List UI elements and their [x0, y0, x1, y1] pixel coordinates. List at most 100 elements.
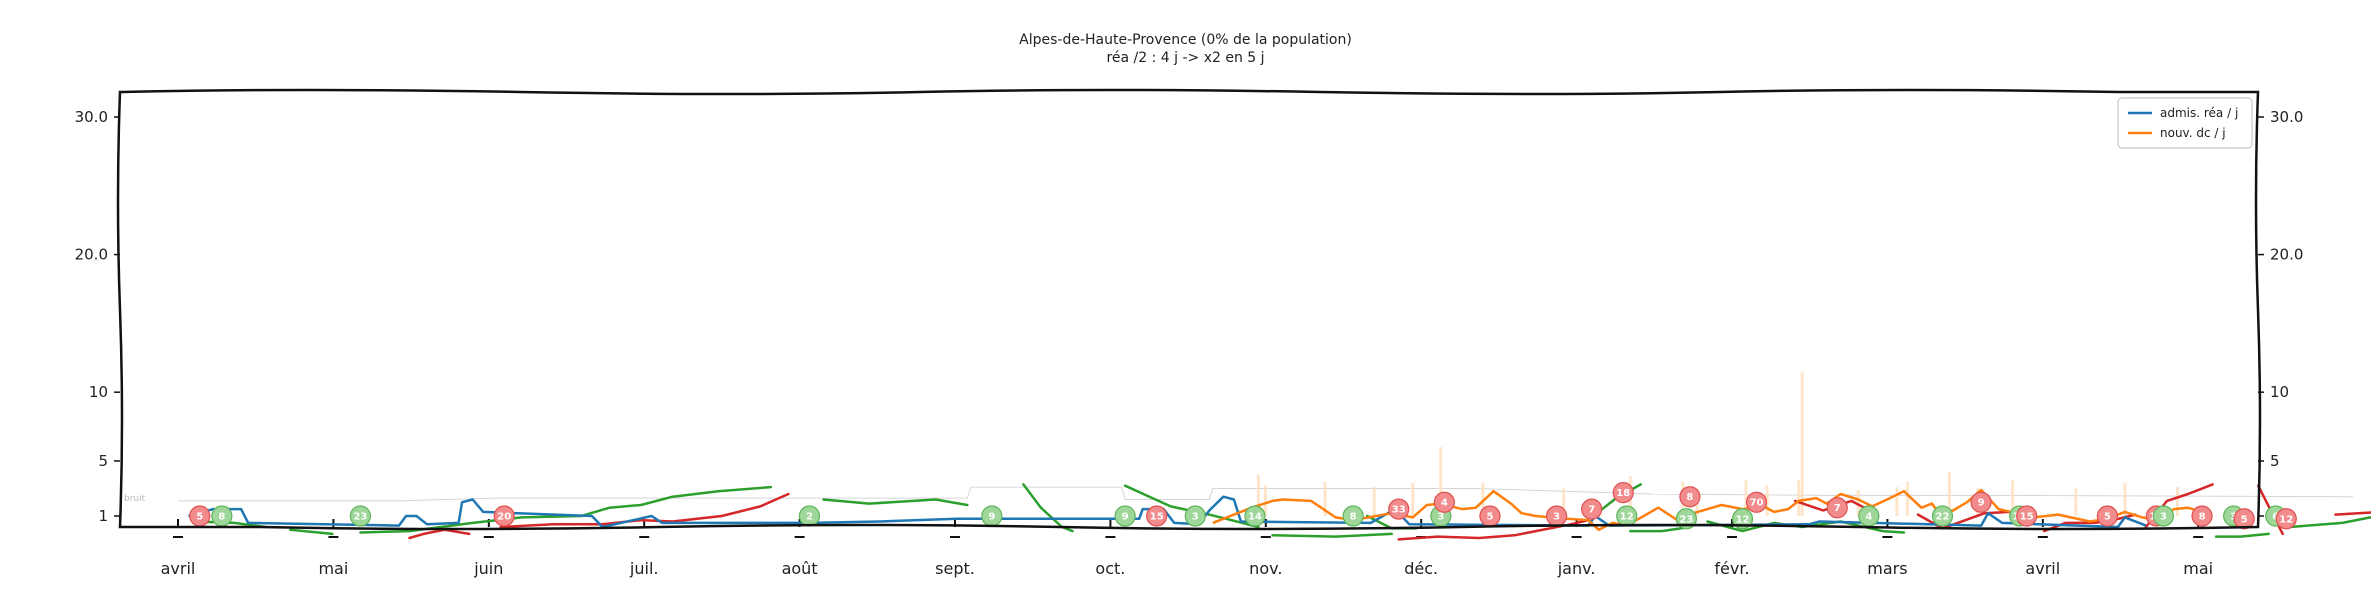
background-bar: [1895, 487, 1899, 516]
badge-label: 12: [1736, 514, 1750, 525]
trend-segment: [2214, 532, 2270, 538]
trend-segment: [359, 485, 773, 534]
background-bar: [1439, 447, 1443, 516]
trend-segment: [2288, 516, 2371, 529]
badge-label: 23: [353, 512, 367, 523]
badge-circle: [1612, 482, 1634, 504]
badge-label: 8: [218, 512, 225, 523]
doubling-badge: 2: [798, 505, 821, 527]
x-tick-label: mai: [318, 559, 348, 578]
x-tick-label: sept.: [935, 559, 975, 578]
badge-label: 15: [1150, 512, 1164, 523]
badge-label: 5: [2241, 514, 2248, 525]
badge-label: 9: [988, 512, 995, 523]
doubling-badge: 3: [1546, 505, 1568, 527]
background-bar: [1800, 371, 1804, 516]
doubling-badge: 3: [2152, 505, 2175, 527]
doubling-badge: 8: [211, 505, 233, 527]
doubling-badge: 7: [1826, 497, 1848, 519]
badge-label: 23: [1679, 514, 1693, 525]
background-bar: [1411, 483, 1415, 516]
badge-label: 22: [1936, 512, 1950, 523]
badge-label: 3: [2160, 512, 2167, 523]
badge-circle: [2016, 505, 2038, 527]
badge-label: 7: [1588, 505, 1595, 516]
doubling-badge: 22: [1931, 505, 1954, 527]
background-bar: [1856, 489, 1860, 516]
badge-label: 3: [1192, 512, 1199, 523]
trend-segment: [289, 528, 334, 536]
doubling-badge: 5: [189, 505, 211, 527]
doubling-badge: 14: [1244, 505, 1266, 527]
y-tick-label-left: 10: [89, 383, 108, 401]
doubling-badge: 5: [1479, 505, 1501, 527]
badge-circle: [1146, 505, 1168, 527]
badge-circle: [1675, 508, 1697, 530]
legend-label-rea: admis. réa / j: [2160, 106, 2238, 120]
background-bar: [1562, 488, 1566, 516]
doubling-badge: 12: [2275, 508, 2297, 530]
y-tick-label-left: 20.0: [75, 246, 108, 264]
badge-circle: [1826, 497, 1848, 519]
plot-area: [120, 92, 2258, 527]
x-tick-label: déc.: [1404, 559, 1438, 578]
badge-label: 5: [2104, 512, 2111, 523]
doubling-badge: 12: [1731, 508, 1754, 530]
badge-circle: [2191, 505, 2213, 527]
background-bar: [1797, 480, 1801, 516]
trend-segment: [1022, 483, 1074, 533]
badge-label: 18: [1616, 488, 1630, 499]
badge-circle: [1970, 491, 1992, 513]
doubling-badge: 15: [2016, 505, 2038, 527]
background-bar: [2011, 480, 2015, 516]
doubling-badge: 8: [2191, 505, 2213, 527]
trend-segment: [822, 498, 969, 507]
badge-circle: [1388, 498, 1410, 520]
badge-circle: [493, 505, 515, 527]
background-bar: [1323, 481, 1327, 516]
badge-circle: [1342, 505, 1364, 527]
badge-label: 9: [1978, 498, 1985, 509]
badge-label: 5: [196, 512, 203, 523]
badge-circle: [1731, 508, 1754, 530]
background-bar: [1256, 474, 1260, 516]
trend-segment: [408, 528, 471, 540]
badge-label: 20: [497, 512, 511, 523]
badge-label: 3: [2230, 512, 2237, 523]
x-tick-label: août: [782, 559, 818, 578]
background-bar: [2074, 488, 2078, 516]
badge-label: 3: [1553, 512, 1560, 523]
badge-label: 9: [1122, 512, 1129, 523]
badge-label: 7: [1834, 503, 1841, 514]
background-bar: [1744, 480, 1748, 516]
doubling-badge: 9: [1970, 491, 1992, 513]
badge-circle: [1244, 505, 1266, 527]
doubling-badge: 9: [981, 505, 1003, 527]
doubling-badge: 12: [1616, 505, 1638, 527]
x-tick-label: juil.: [629, 559, 659, 578]
badge-circle: [1581, 498, 1603, 520]
series-line-rea: [188, 495, 2147, 529]
doubling-badge: 8: [1679, 486, 1701, 508]
doubling-badge: 20: [493, 505, 515, 527]
faint-label: bruit: [124, 494, 146, 504]
x-tick-label: mars: [1867, 559, 1907, 578]
x-tick-label: avril: [161, 559, 196, 578]
background-bar: [1372, 487, 1376, 516]
badge-circle: [1679, 486, 1701, 508]
badge-label: 3: [1437, 512, 1444, 523]
badge-circle: [1433, 491, 1455, 513]
background-bar: [1263, 485, 1267, 516]
badge-label: 8: [1350, 512, 1357, 523]
doubling-badge: 3: [1184, 505, 1206, 527]
x-tick-label: nov.: [1249, 559, 1282, 578]
y-tick-label-left: 30.0: [75, 108, 108, 126]
x-tick-label: mai: [2183, 559, 2213, 578]
trend-segment: [1629, 525, 1692, 533]
badge-circle: [349, 505, 372, 527]
y-axis-left: 1 5 10 20.0 30.0: [75, 108, 120, 525]
doubling-badge: 23: [1675, 508, 1697, 530]
badge-circle: [2096, 505, 2118, 527]
badge-label: 12: [2279, 514, 2293, 525]
